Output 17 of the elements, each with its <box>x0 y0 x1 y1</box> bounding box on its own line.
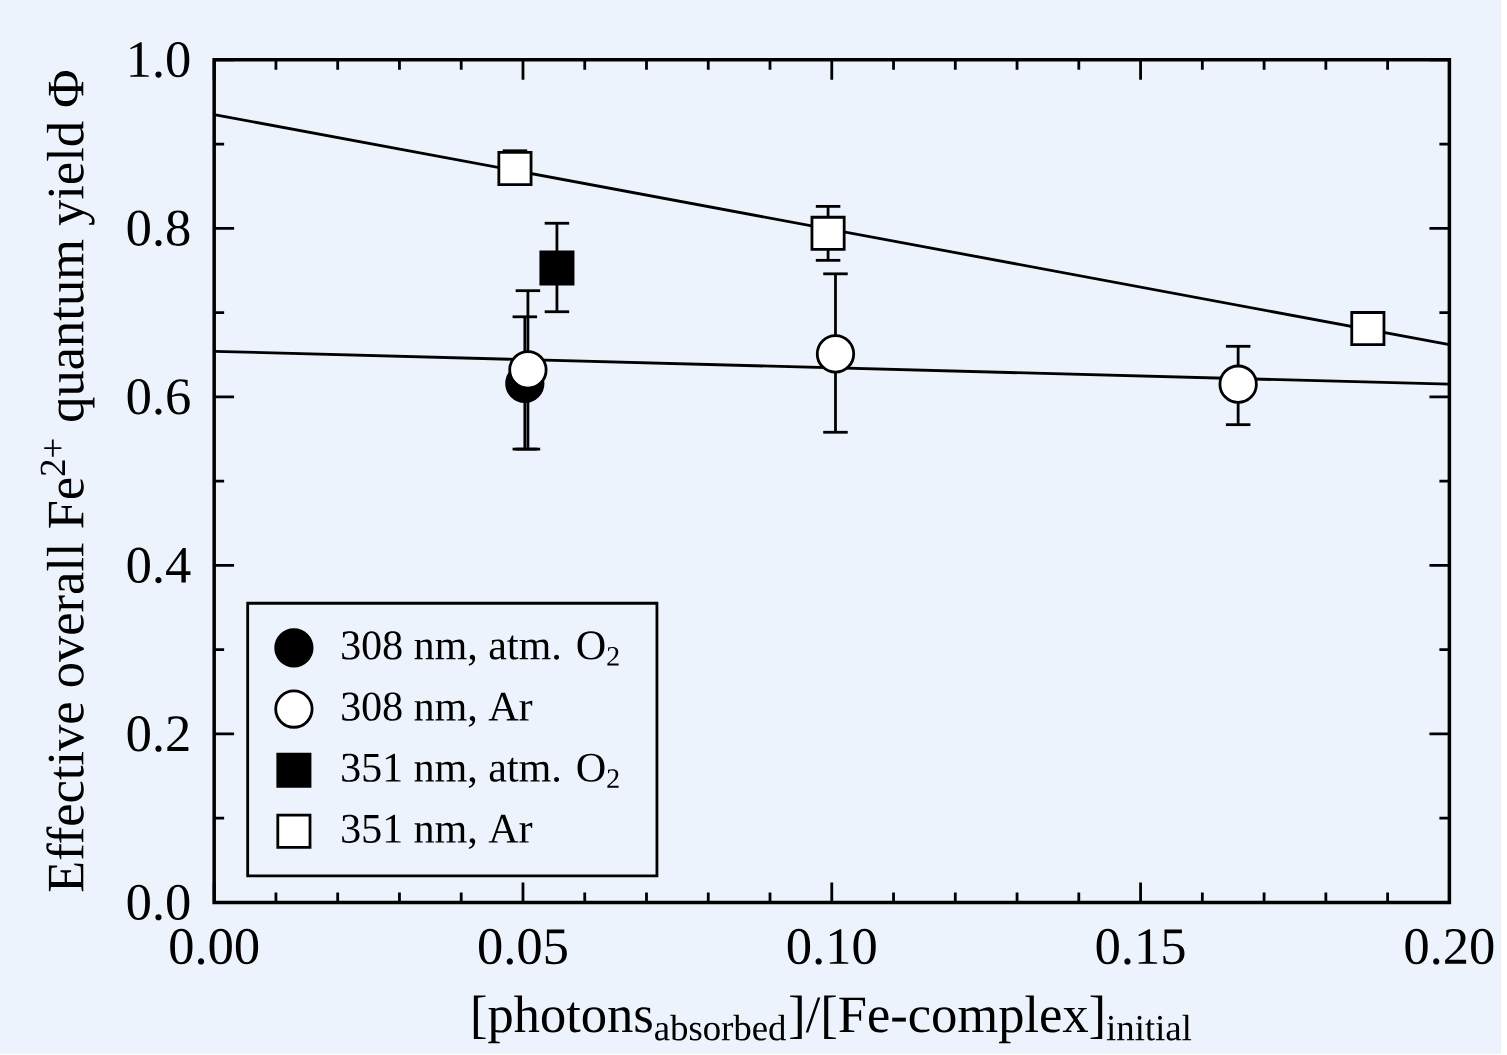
x-tick-label: 0.10 <box>787 928 876 965</box>
x-tick-label: 0.05 <box>479 928 567 965</box>
y-tick-label: 0.2 <box>127 716 189 752</box>
y-tick-label: 1.0 <box>130 42 190 78</box>
x-tick-label: 0.15 <box>1096 928 1185 965</box>
legend-label: 351 nm, atm. O$_{2}$ <box>342 753 619 789</box>
legend-label: 308 nm, Ar <box>342 692 533 727</box>
y-tick-label: 0.0 <box>127 884 190 921</box>
legend-label: 351 nm, Ar <box>342 814 533 850</box>
y-tick-label: 0.6 <box>127 379 190 415</box>
legend-label: 308 nm, atm. O$_{2}$ <box>342 631 619 666</box>
x-tick-label: 0.00 <box>170 928 259 965</box>
y-tick-label: 0.8 <box>127 210 190 247</box>
x-tick-label: 0.20 <box>1405 928 1494 965</box>
x-axis-title: [photons$_{absorbed}$]/[Fe-complex]$_{initial}$ <box>473 995 1192 1044</box>
y-tick-label: 0.4 <box>127 547 191 584</box>
y-axis-title: Effective overall Fe$^{2+}$ quantum yield Φ <box>40 71 95 892</box>
